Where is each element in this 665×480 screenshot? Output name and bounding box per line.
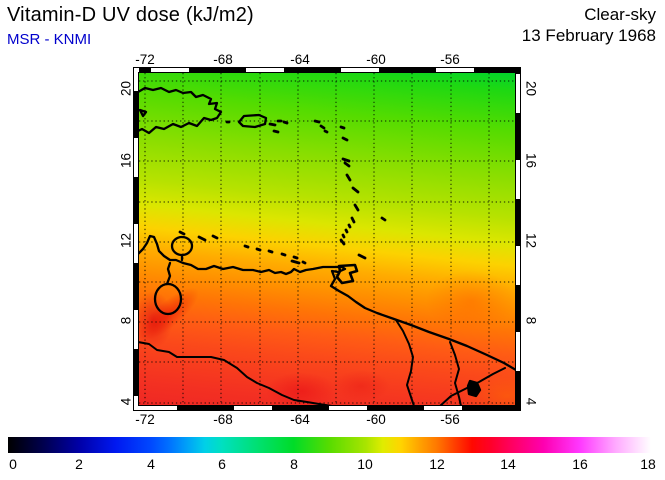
- colorbar-tick-label: 0: [9, 456, 17, 472]
- colorbar-tick-label: 14: [500, 456, 516, 472]
- lat-tick-label-left: 12: [118, 232, 134, 249]
- colorbar-tick-label: 18: [640, 456, 656, 472]
- lat-tick-label-right: 12: [523, 232, 539, 249]
- coastlines: [139, 86, 515, 405]
- lon-tick-label-bottom: -72: [135, 412, 155, 427]
- lon-tick-label-top: -64: [290, 52, 310, 67]
- border-guyana-suriname: [449, 341, 462, 405]
- lon-tick-label-top: -56: [440, 52, 460, 67]
- colorbar-tick-label: 6: [218, 456, 226, 472]
- colorbar-tick-label: 10: [357, 456, 373, 472]
- coastline-gonave: [139, 108, 148, 118]
- lat-tick-label-right: 16: [523, 152, 539, 169]
- data-source-label: MSR - KNMI: [7, 31, 92, 48]
- frame-band-top: [133, 67, 521, 73]
- header-right: Clear-sky 13 February 1968: [522, 4, 656, 46]
- sky-condition-label: Clear-sky: [584, 5, 656, 24]
- border-venezuela-guyana: [395, 319, 415, 405]
- colorbar-tick-label: 4: [147, 456, 155, 472]
- lat-tick-label-left: 4: [118, 397, 134, 406]
- colorbar: [8, 437, 651, 453]
- frame-band-left: [133, 67, 139, 411]
- grid-lines: [139, 73, 515, 405]
- lon-tick-label-bottom: -64: [290, 412, 310, 427]
- coastline-trinidad: [335, 263, 359, 285]
- map-overlay: [139, 73, 515, 405]
- page-title: Vitamin-D UV dose (kJ/m2): [7, 4, 254, 26]
- map-canvas: [139, 73, 515, 405]
- coastline-south-america: [139, 234, 515, 371]
- coastline-lake-maracaibo: [153, 282, 183, 316]
- lat-tick-label-left: 20: [118, 80, 134, 97]
- frame-band-bottom: [133, 405, 521, 411]
- colorbar-tick-label: 16: [572, 456, 588, 472]
- lat-tick-label-right: 20: [523, 80, 539, 97]
- lon-tick-label-top: -72: [135, 52, 155, 67]
- lon-tick-label-top: -68: [213, 52, 233, 67]
- coastline-puerto-rico: [237, 113, 268, 129]
- lat-tick-label-right: 4: [523, 397, 539, 406]
- lat-tick-label-left: 16: [118, 152, 134, 169]
- lon-tick-label-bottom: -56: [440, 412, 460, 427]
- coastline-paraguana: [170, 235, 194, 257]
- coastline-small-islands: [178, 119, 387, 265]
- colorbar-tick-label: 2: [75, 456, 83, 472]
- lat-tick-label-right: 8: [523, 316, 539, 325]
- reservoir-blob: [466, 379, 482, 398]
- frame-band-right: [515, 67, 521, 411]
- coastline-hispaniola: [139, 86, 223, 135]
- lon-tick-label-top: -60: [366, 52, 386, 67]
- lat-tick-label-left: 8: [118, 316, 134, 325]
- lon-tick-label-bottom: -68: [213, 412, 233, 427]
- border-colombia-venezuela: [139, 341, 333, 405]
- colorbar-tick-label: 12: [429, 456, 445, 472]
- colorbar-tick-label: 8: [290, 456, 298, 472]
- date-label: 13 February 1968: [521, 26, 656, 45]
- lon-tick-label-bottom: -60: [366, 412, 386, 427]
